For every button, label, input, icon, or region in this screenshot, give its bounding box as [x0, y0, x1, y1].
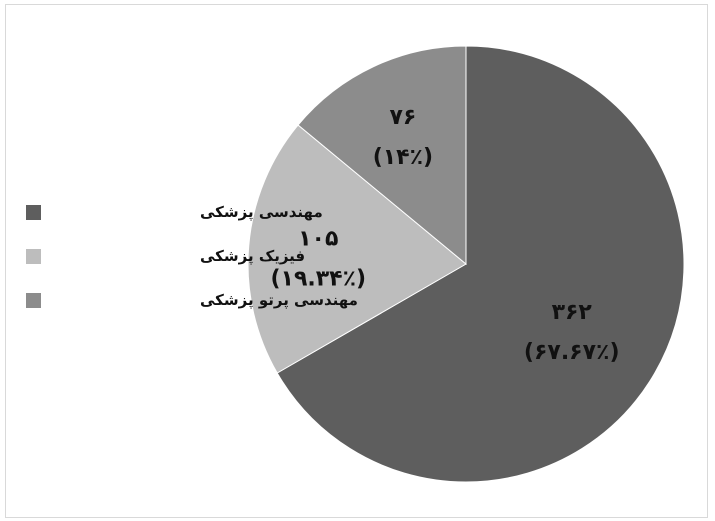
legend-swatch-2 — [26, 249, 41, 264]
legend-swatch-1 — [26, 205, 41, 220]
pie-slice-3 — [297, 45, 467, 266]
slice-percent-label-1: (۶۷.۶۷٪) — [524, 340, 620, 365]
legend-swatch-3 — [26, 293, 41, 308]
slice-value-label-2: ۱۰۵ — [298, 227, 338, 252]
pie-slice-labels: ۳۶۲ (۶۷.۶۷٪) ۱۰۵ (۱۹.۳۴٪) ۷۶ (۱۴٪) — [270, 105, 619, 365]
slice-value-label-3: ۷۶ — [389, 105, 416, 130]
pie-slice-2 — [247, 124, 467, 374]
legend-label-3: مهندسی پرتو پزشکی — [200, 291, 358, 310]
slice-percent-label-3: (۱۴٪) — [373, 145, 433, 170]
legend: مهندسی پزشکی فیزیک پزشکی مهندسی پرتو پزشکی — [26, 203, 358, 310]
slice-value-label-1: ۳۶۲ — [552, 300, 593, 325]
pie-slice-1 — [276, 45, 685, 483]
legend-label-2: فیزیک پزشکی — [200, 247, 305, 266]
slice-percent-label-2: (۱۹.۳۴٪) — [270, 267, 366, 292]
legend-label-1: مهندسی پزشکی — [200, 203, 323, 222]
pie-slices — [247, 45, 685, 483]
